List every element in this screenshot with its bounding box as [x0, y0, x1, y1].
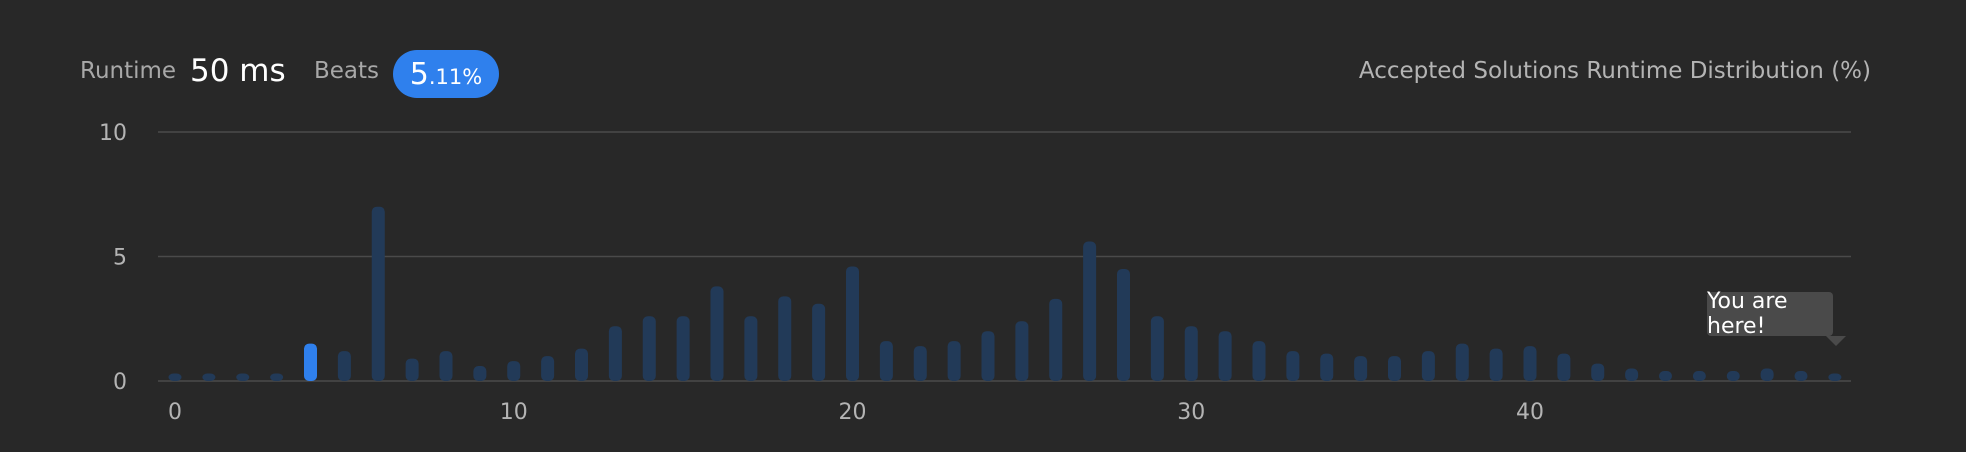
bar[interactable] [948, 341, 961, 381]
bar[interactable] [202, 374, 215, 381]
bar[interactable] [236, 374, 249, 381]
bar[interactable] [440, 351, 453, 381]
bar[interactable] [1422, 351, 1435, 381]
bar[interactable] [575, 349, 588, 381]
x-tick-labels: 0 10 20 30 40 [168, 400, 1544, 425]
bar[interactable] [914, 346, 927, 381]
bar[interactable] [338, 351, 351, 381]
bar-highlighted[interactable] [304, 344, 317, 381]
bar[interactable] [270, 374, 283, 381]
bar[interactable] [1083, 242, 1096, 381]
bar[interactable] [1185, 326, 1198, 381]
bar[interactable] [406, 359, 419, 381]
bar[interactable] [1761, 369, 1774, 381]
bar[interactable] [677, 316, 690, 381]
bar[interactable] [1456, 344, 1469, 381]
bar[interactable] [1490, 349, 1503, 381]
bar[interactable] [1354, 356, 1367, 381]
bar[interactable] [541, 356, 554, 381]
bar[interactable] [473, 366, 486, 381]
bars [169, 207, 1842, 381]
y-tick-label: 5 [113, 246, 127, 271]
x-tick-label: 30 [1177, 400, 1205, 425]
bar[interactable] [169, 374, 182, 381]
y-tick-labels: 0 5 10 [99, 121, 127, 395]
bar[interactable] [711, 286, 724, 381]
bar[interactable] [778, 296, 791, 381]
bar[interactable] [1795, 371, 1808, 381]
bar[interactable] [1253, 341, 1266, 381]
bar[interactable] [1524, 346, 1537, 381]
x-tick-label: 10 [500, 400, 528, 425]
bar[interactable] [1591, 364, 1604, 381]
grid-lines [158, 132, 1851, 381]
bar[interactable] [1117, 269, 1130, 381]
bar[interactable] [846, 266, 859, 381]
y-tick-label: 10 [99, 121, 127, 146]
bar[interactable] [372, 207, 385, 381]
bar[interactable] [812, 304, 825, 381]
you-are-here-tooltip: You are here! [1707, 292, 1833, 336]
bar[interactable] [1727, 371, 1740, 381]
y-tick-label: 0 [113, 370, 127, 395]
bar[interactable] [880, 341, 893, 381]
bar[interactable] [1151, 316, 1164, 381]
x-tick-label: 20 [839, 400, 867, 425]
x-tick-label: 40 [1516, 400, 1544, 425]
bar[interactable] [1015, 321, 1028, 381]
bar[interactable] [1219, 331, 1232, 381]
bar[interactable] [1286, 351, 1299, 381]
bar[interactable] [1049, 299, 1062, 381]
bar[interactable] [1625, 369, 1638, 381]
bar[interactable] [1388, 356, 1401, 381]
bar[interactable] [1659, 371, 1672, 381]
bar[interactable] [982, 331, 995, 381]
bar[interactable] [609, 326, 622, 381]
bar[interactable] [1557, 354, 1570, 381]
bar[interactable] [643, 316, 656, 381]
bar[interactable] [744, 316, 757, 381]
tooltip-arrow [1826, 336, 1846, 346]
x-tick-label: 0 [168, 400, 182, 425]
bar[interactable] [1693, 371, 1706, 381]
bar[interactable] [507, 361, 520, 381]
bar[interactable] [1320, 354, 1333, 381]
bar[interactable] [1828, 374, 1841, 381]
